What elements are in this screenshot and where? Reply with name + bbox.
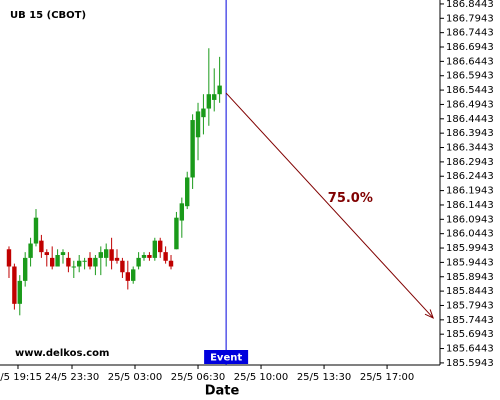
y-tick-label: 185.6443 (446, 344, 494, 355)
y-tick-label: 186.3443 (446, 143, 494, 154)
candle-body (147, 255, 152, 258)
candle-body (12, 266, 17, 304)
candle-body (201, 108, 206, 118)
y-tick-label: 185.8943 (446, 272, 494, 283)
candle-body (87, 257, 93, 267)
candle-body (82, 260, 87, 262)
candle-body (6, 249, 12, 267)
candle-body (109, 249, 114, 261)
candle-body (120, 260, 125, 273)
y-tick-label: 186.0943 (446, 214, 494, 225)
candle-body (152, 240, 158, 258)
y-tick-label: 186.1943 (446, 186, 494, 197)
candle-body (44, 252, 49, 256)
y-tick-label: 186.4443 (446, 114, 494, 125)
candle-body (60, 252, 66, 256)
y-tick-label: 185.9943 (446, 243, 494, 254)
event-label: Event (210, 353, 242, 364)
candle-body (33, 217, 39, 244)
forecast-arrow (225, 92, 434, 319)
candle-body (131, 269, 136, 281)
x-tick-label: 25/5 17:00 (360, 372, 414, 383)
candle-body (141, 255, 147, 258)
y-tick-label: 185.8443 (446, 286, 494, 297)
candle-body (163, 252, 168, 261)
y-tick-label: 186.1443 (446, 200, 494, 211)
y-tick-label: 186.2943 (446, 157, 494, 168)
candle-body (104, 249, 109, 258)
x-tick-label: 25/5 10:00 (234, 372, 288, 383)
y-tick-label: 185.9443 (446, 257, 494, 268)
y-tick-label: 186.7443 (446, 28, 494, 39)
y-tick-label: 186.3943 (446, 128, 494, 139)
candle-body (217, 85, 222, 95)
candle-body (174, 217, 179, 250)
chart-title: UB 15 (CBOT) (10, 10, 86, 21)
candle-body (49, 257, 55, 267)
y-tick-label: 186.2443 (446, 171, 494, 182)
x-tick-label: 25/5 06:30 (171, 372, 225, 383)
candle-body (206, 94, 212, 109)
candle-body (158, 240, 163, 253)
y-tick-label: 186.5943 (446, 71, 494, 82)
y-tick-label: 185.6943 (446, 329, 494, 340)
y-tick-label: 186.6443 (446, 56, 494, 67)
candle-body (195, 111, 201, 138)
arrow-label: 75.0% (328, 191, 373, 206)
candle-body (114, 257, 120, 261)
event-box (204, 350, 249, 364)
candle-body (17, 280, 22, 304)
candle-body (71, 266, 76, 268)
y-tick-label: 186.7943 (446, 13, 494, 24)
y-tick-label: 186.8443 (446, 0, 494, 10)
y-tick-label: 186.5443 (446, 85, 494, 96)
candle-body (168, 260, 174, 267)
candle-body (98, 252, 104, 258)
candle-body (212, 94, 217, 100)
watermark: www.delkos.com (15, 348, 109, 359)
y-tick-label: 186.6943 (446, 42, 494, 53)
x-tick-label: 25/5 03:00 (108, 372, 162, 383)
x-axis-label: Date (205, 384, 240, 399)
y-tick-label: 185.5943 (446, 358, 494, 369)
candle-body (66, 257, 71, 267)
arrow-head (424, 309, 435, 319)
candle-body (22, 257, 28, 281)
candle-body (185, 177, 190, 207)
candle-body (125, 272, 131, 281)
y-tick-label: 185.7943 (446, 300, 494, 311)
y-tick-label: 186.0443 (446, 229, 494, 240)
candle-body (179, 203, 185, 221)
y-tick-label: 185.7443 (446, 315, 494, 326)
x-tick-label: 5/5 19:15 (0, 372, 42, 383)
candle-body (76, 260, 82, 267)
x-tick-label: 24/5 23:30 (45, 372, 99, 383)
candle-body (190, 120, 195, 178)
x-tick-label: 25/5 13:30 (297, 372, 351, 383)
candle-body (55, 255, 60, 267)
candle-body (93, 257, 98, 267)
candle-body (136, 257, 141, 267)
candle-body (28, 243, 33, 258)
candle-body (39, 240, 44, 253)
y-tick-label: 186.4943 (446, 99, 494, 110)
